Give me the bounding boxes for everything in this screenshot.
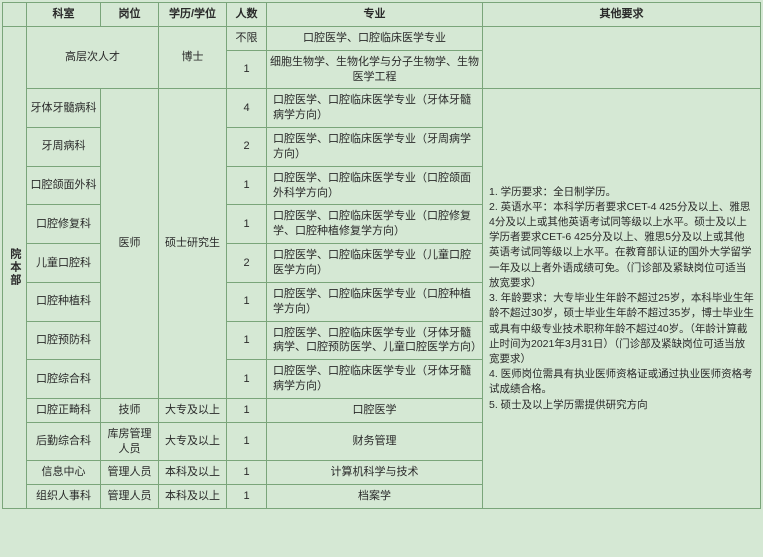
cell-num: 不限: [227, 26, 267, 50]
cell-major: 细胞生物学、生物化学与分子生物学、生物医学工程: [267, 50, 483, 89]
cell-major: 口腔医学、口腔临床医学专业（牙体牙髓病学方向）: [267, 360, 483, 399]
hdr-num: 人数: [227, 3, 267, 27]
cell-num: 4: [227, 89, 267, 128]
hdr-req: 其他要求: [483, 3, 761, 27]
cell-post: 库房管理人员: [101, 422, 159, 461]
cell-num: 1: [227, 321, 267, 360]
cell-major: 口腔医学、口腔临床医学专业（牙体牙髓病学方向）: [267, 89, 483, 128]
cell-major: 口腔医学、口腔临床医学专业（口腔颌面外科学方向）: [267, 166, 483, 205]
cell-edu: 大专及以上: [159, 398, 227, 422]
cell-num: 1: [227, 205, 267, 244]
cell-dept: 组织人事科: [27, 485, 101, 509]
cell-major: 口腔医学、口腔临床医学专业（儿童口腔医学方向）: [267, 244, 483, 283]
cell-dept: 信息中心: [27, 461, 101, 485]
cell-major: 财务管理: [267, 422, 483, 461]
cell-major: 口腔医学、口腔临床医学专业（口腔种植学方向）: [267, 282, 483, 321]
cell-num: 2: [227, 244, 267, 283]
cell-major: 口腔医学、口腔临床医学专业（口腔修复学、口腔种植修复学方向）: [267, 205, 483, 244]
cell-dept: 儿童口腔科: [27, 244, 101, 283]
hdr-section: [3, 3, 27, 27]
req-empty: [483, 26, 761, 89]
cell-num: 1: [227, 50, 267, 89]
requirements-cell: 1. 学历要求：全日制学历。2. 英语水平：本科学历者要求CET-4 425分及…: [483, 89, 761, 509]
cell-num: 1: [227, 398, 267, 422]
top-label: 高层次人才: [27, 26, 159, 89]
header-row: 科室 岗位 学历/学位 人数 专业 其他要求: [3, 3, 761, 27]
cell-dept: 口腔预防科: [27, 321, 101, 360]
cell-num: 1: [227, 282, 267, 321]
cell-num: 1: [227, 485, 267, 509]
doctor-post: 医师: [101, 89, 159, 399]
cell-dept: 后勤综合科: [27, 422, 101, 461]
table-row: 院本部高层次人才博士不限口腔医学、口腔临床医学专业: [3, 26, 761, 50]
cell-post: 技师: [101, 398, 159, 422]
cell-dept: 口腔修复科: [27, 205, 101, 244]
section-cell: 院本部: [3, 26, 27, 508]
hdr-edu: 学历/学位: [159, 3, 227, 27]
cell-major: 口腔医学、口腔临床医学专业: [267, 26, 483, 50]
cell-edu: 大专及以上: [159, 422, 227, 461]
cell-post: 管理人员: [101, 485, 159, 509]
cell-num: 1: [227, 360, 267, 399]
cell-dept: 口腔颌面外科: [27, 166, 101, 205]
top-edu: 博士: [159, 26, 227, 89]
recruitment-table: 科室 岗位 学历/学位 人数 专业 其他要求 院本部高层次人才博士不限口腔医学、…: [2, 2, 761, 509]
cell-major: 档案学: [267, 485, 483, 509]
cell-dept: 牙体牙髓病科: [27, 89, 101, 128]
doctor-edu: 硕士研究生: [159, 89, 227, 399]
cell-edu: 本科及以上: [159, 485, 227, 509]
cell-dept: 口腔综合科: [27, 360, 101, 399]
cell-post: 管理人员: [101, 461, 159, 485]
cell-dept: 牙周病科: [27, 128, 101, 167]
hdr-post: 岗位: [101, 3, 159, 27]
cell-num: 1: [227, 461, 267, 485]
cell-num: 1: [227, 166, 267, 205]
cell-edu: 本科及以上: [159, 461, 227, 485]
table-row: 牙体牙髓病科医师硕士研究生4口腔医学、口腔临床医学专业（牙体牙髓病学方向）1. …: [3, 89, 761, 128]
cell-major: 计算机科学与技术: [267, 461, 483, 485]
section-label: 院本部: [7, 248, 22, 287]
hdr-dept: 科室: [27, 3, 101, 27]
cell-major: 口腔医学: [267, 398, 483, 422]
cell-dept: 口腔种植科: [27, 282, 101, 321]
hdr-major: 专业: [267, 3, 483, 27]
cell-num: 1: [227, 422, 267, 461]
cell-major: 口腔医学、口腔临床医学专业（牙体牙髓病学、口腔预防医学、儿童口腔医学方向）: [267, 321, 483, 360]
cell-major: 口腔医学、口腔临床医学专业（牙周病学方向）: [267, 128, 483, 167]
cell-num: 2: [227, 128, 267, 167]
cell-dept: 口腔正畸科: [27, 398, 101, 422]
table-body: 院本部高层次人才博士不限口腔医学、口腔临床医学专业1细胞生物学、生物化学与分子生…: [3, 26, 761, 508]
